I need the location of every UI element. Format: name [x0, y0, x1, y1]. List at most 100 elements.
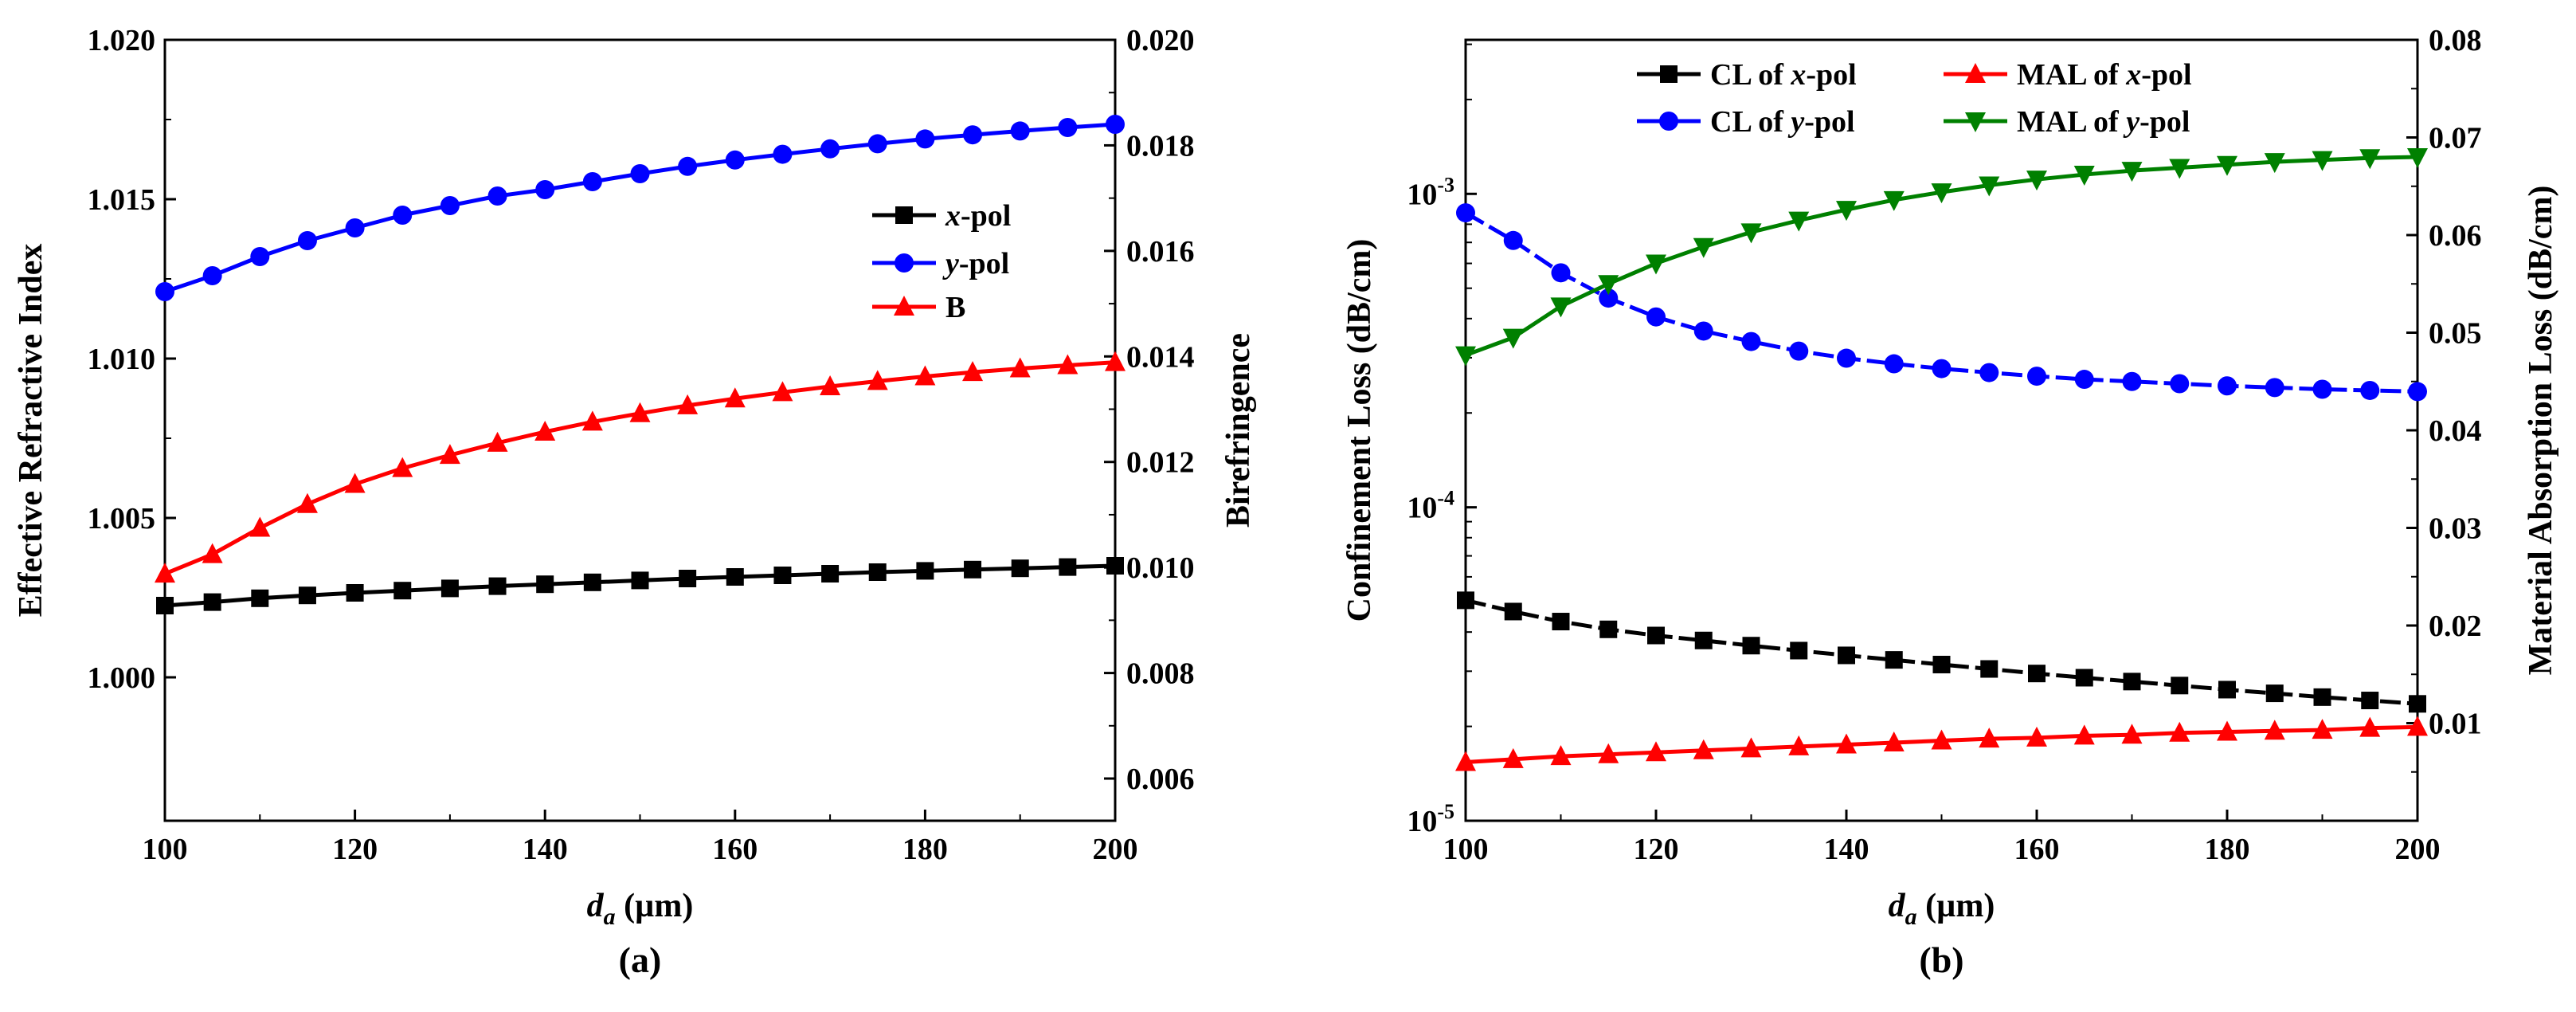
data-point [202, 543, 223, 563]
panel-caption: (a) [619, 939, 662, 980]
x-tick-label: 180 [902, 833, 948, 866]
data-point [1788, 735, 1810, 755]
x-axis-label: da (µm) [587, 888, 694, 930]
data-point [1646, 741, 1666, 762]
data-point [630, 164, 650, 183]
data-point [2408, 382, 2427, 402]
data-point [1552, 613, 1570, 631]
legend-label: y-pol [942, 247, 1009, 280]
data-point [1693, 739, 1714, 759]
y-right-tick-label: 0.018 [1126, 129, 1195, 163]
x-tick-label: 140 [1824, 833, 1869, 866]
data-point [1693, 237, 1714, 258]
legend-marker [895, 253, 914, 273]
data-point [392, 457, 413, 477]
data-point [534, 420, 556, 441]
data-point [1646, 307, 1666, 327]
data-point [2073, 166, 2095, 186]
panel-a: 100 120 140 160 180 200 1.000 1.005 1.010 1.015 1.… [13, 24, 1257, 980]
data-point [2407, 716, 2428, 736]
plot-frame [163, 38, 1117, 822]
data-point [2074, 370, 2094, 390]
y-left-tick-label: 1.015 [88, 183, 156, 217]
data-point [2026, 726, 2047, 747]
data-point [1932, 655, 1951, 673]
data-point [2264, 720, 2285, 740]
x-tick-label: 140 [523, 833, 568, 866]
data-point [1058, 118, 1078, 137]
data-point [1057, 354, 1079, 375]
data-point [2027, 367, 2046, 386]
data-point [393, 206, 413, 225]
y-left-tick-label: 1.005 [88, 502, 156, 535]
data-point [583, 573, 601, 591]
y-left-tick-label: 10-3 [1407, 173, 1454, 211]
data-point [2169, 159, 2190, 179]
data-point [2122, 371, 2142, 391]
data-point [296, 492, 318, 513]
legend-label: B [945, 291, 965, 324]
y-left-tick-label: 1.000 [88, 661, 156, 695]
data-point [2217, 155, 2237, 176]
y-left-tick-label: 1.020 [88, 24, 156, 57]
data-point [914, 365, 936, 386]
y-right-axis-label: Material Absorption Loss (dB/cm) [2523, 186, 2559, 676]
data-point [1789, 341, 1809, 361]
data-point [2264, 153, 2285, 174]
y-left-tick-label: 10-5 [1407, 800, 1454, 838]
data-point [2409, 695, 2426, 713]
data-point [962, 361, 984, 382]
data-point [726, 568, 744, 586]
y-right-tick-label: 0.05 [2429, 317, 2482, 351]
data-point [2407, 148, 2428, 168]
y-right-tick-label: 0.07 [2429, 122, 2482, 155]
data-point [536, 575, 554, 594]
x-tick-label: 100 [143, 833, 188, 866]
y-left-axis-label: Effective Refractive Index [13, 244, 49, 618]
data-point [440, 196, 460, 215]
data-point [1884, 354, 1904, 374]
data-point [1456, 203, 1475, 223]
data-point [1932, 359, 1952, 379]
data-point [203, 593, 221, 611]
data-point [249, 516, 271, 537]
x-tick-label: 200 [1093, 833, 1138, 866]
data-point [1836, 201, 1857, 222]
data-point [916, 562, 934, 580]
data-point [1788, 211, 1810, 232]
data-point [1106, 115, 1125, 134]
data-point [2312, 151, 2333, 171]
data-point [487, 431, 508, 452]
data-point [1598, 743, 1619, 763]
data-point [345, 218, 365, 237]
data-point [1979, 176, 2000, 197]
data-point [1105, 351, 1126, 371]
legend-marker [894, 296, 914, 316]
data-point [1551, 263, 1571, 283]
data-point [251, 589, 269, 607]
data-point [1741, 331, 1761, 351]
y-right-tick-label: 0.08 [2429, 24, 2482, 57]
data-point [2359, 149, 2381, 170]
data-point [2028, 665, 2046, 683]
data-point [2265, 684, 2284, 703]
data-point [1931, 729, 1952, 750]
data-point [629, 402, 651, 422]
data-point [1502, 747, 1524, 768]
data-point [250, 247, 270, 266]
data-point [1455, 751, 1476, 771]
data-point [2073, 724, 2095, 745]
data-point [1836, 733, 1857, 754]
data-point [1106, 557, 1124, 575]
data-point [2313, 688, 2331, 706]
data-point [1931, 183, 1952, 204]
legend-label: CL of y-pol [1710, 105, 1855, 139]
data-point [1504, 602, 1522, 621]
data-point [487, 186, 507, 206]
y-left-tick-label: 10-4 [1407, 487, 1454, 525]
legend-label: MAL of y-pol [2017, 105, 2190, 139]
data-point [2121, 162, 2143, 182]
data-point [1009, 357, 1031, 378]
legend-marker [1965, 112, 1986, 132]
data-point [2217, 720, 2237, 741]
